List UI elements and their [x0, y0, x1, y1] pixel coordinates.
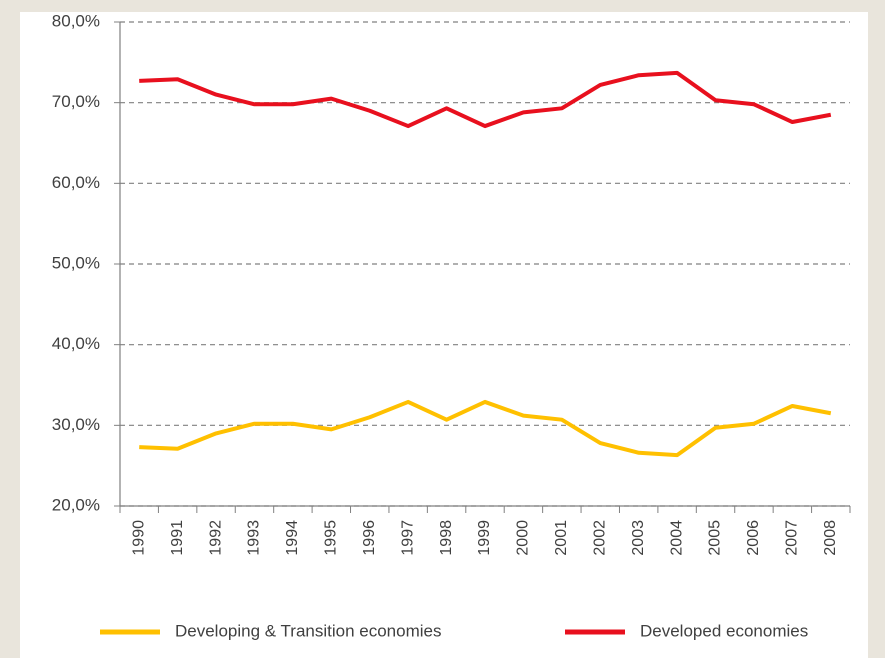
- y-tick-label: 20,0%: [52, 495, 100, 514]
- series-line: [139, 399, 832, 458]
- y-tick-label: 80,0%: [52, 11, 100, 30]
- series-line: [139, 70, 832, 129]
- x-tick-label: 1999: [476, 520, 493, 556]
- x-tick-label: 1991: [169, 520, 186, 556]
- x-tick-label: 1998: [438, 520, 455, 556]
- x-tick-label: 2008: [822, 520, 839, 556]
- x-tick-label: 2006: [745, 520, 762, 556]
- y-tick-label: 70,0%: [52, 92, 100, 111]
- legend-label: Developed economies: [640, 621, 808, 640]
- x-tick-label: 1994: [284, 520, 301, 556]
- x-tick-label: 2000: [515, 520, 532, 556]
- x-tick-label: 2005: [707, 520, 724, 556]
- x-tick-label: 2001: [553, 520, 570, 556]
- y-tick-label: 60,0%: [52, 173, 100, 192]
- x-tick-label: 1993: [246, 520, 263, 556]
- x-tick-label: 1990: [130, 520, 147, 556]
- legend-label: Developing & Transition economies: [175, 621, 441, 640]
- x-tick-label: 2004: [668, 520, 685, 556]
- x-tick-label: 2003: [630, 520, 647, 556]
- x-tick-label: 1992: [207, 520, 224, 556]
- y-tick-label: 40,0%: [52, 334, 100, 353]
- x-tick-label: 2002: [591, 520, 608, 556]
- y-tick-label: 50,0%: [52, 253, 100, 272]
- chart-panel: [20, 12, 868, 658]
- x-tick-label: 1996: [361, 520, 378, 556]
- x-tick-label: 1995: [323, 520, 340, 556]
- y-tick-label: 30,0%: [52, 415, 100, 434]
- x-tick-label: 1997: [399, 520, 416, 556]
- x-tick-label: 2007: [784, 520, 801, 556]
